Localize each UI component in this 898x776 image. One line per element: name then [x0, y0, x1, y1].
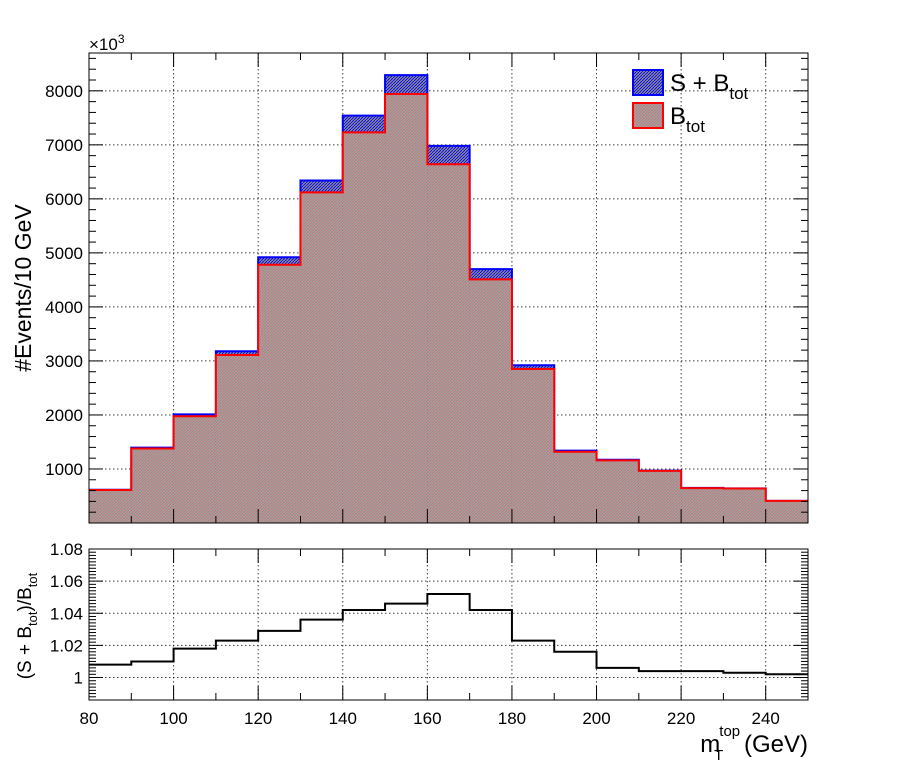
b-bar [638, 470, 682, 523]
y-multiplier: ×103 [89, 32, 125, 54]
x-tick-label: 100 [159, 709, 187, 728]
top-axis-ticks [88, 53, 809, 523]
bottom-y-tick-label: 1.06 [50, 572, 83, 591]
x-tick-label: 80 [80, 709, 99, 728]
top-panel: 1000 2000 3000 4000 5000 6000 7000 8000 ×103 #E… [10, 32, 809, 524]
b-bar [215, 354, 259, 523]
x-tick-label: 140 [329, 709, 357, 728]
top-y-tick-labels: 1000 2000 3000 4000 5000 6000 7000 8000 [45, 82, 83, 479]
x-tick-label: 240 [752, 709, 780, 728]
b-bar [385, 94, 428, 524]
b-bar [300, 192, 343, 523]
top-y-tick-label: 7000 [45, 136, 83, 155]
b-bar [427, 164, 470, 523]
bottom-y-tick-label: 1.02 [50, 636, 83, 655]
top-plot-frame [88, 52, 809, 524]
legend-label-b: Btot [670, 103, 705, 136]
bottom-y-tick-label: 1.08 [50, 540, 83, 559]
b-bar [469, 279, 512, 523]
legend-swatch-b [632, 102, 664, 129]
bottom-plot-frame [88, 548, 809, 701]
b-outline [89, 93, 808, 502]
bottom-panel: 1 1.02 1.04 1.06 1.08 80 100 120 140 160 180 200 22… [15, 540, 809, 764]
top-y-tick-label: 8000 [45, 82, 83, 101]
legend-label-sb: S + Btot [670, 70, 749, 103]
b-bar [511, 369, 555, 523]
x-tick-labels: 80 100 120 140 160 180 200 220 240 [80, 709, 780, 728]
b-bar [173, 416, 216, 523]
top-y-tick-label: 1000 [45, 460, 83, 479]
top-y-tick-label: 4000 [45, 298, 83, 317]
top-y-tick-label: 3000 [45, 352, 83, 371]
b-bar [681, 488, 724, 523]
top-y-tick-label: 6000 [45, 190, 83, 209]
legend-swatch-sb [632, 69, 664, 96]
bottom-y-axis-title: (S + Btot)/Btot [15, 572, 40, 679]
x-tick-label: 220 [667, 709, 695, 728]
b-bar [596, 460, 639, 523]
ratio-histogram-line [89, 592, 808, 676]
legend: S + Btot Btot [632, 69, 749, 136]
x-tick-label: 180 [498, 709, 526, 728]
b-bar [258, 264, 301, 523]
b-bar [723, 488, 766, 523]
top-y-tick-label: 2000 [45, 406, 83, 425]
bottom-y-tick-labels: 1 1.02 1.04 1.06 1.08 [50, 540, 83, 688]
bottom-axis-ticks [88, 548, 809, 700]
x-tick-label: 120 [244, 709, 272, 728]
top-y-axis-title: #Events/10 GeV [10, 204, 36, 372]
x-tick-label: 200 [582, 709, 610, 728]
background-histogram [89, 93, 808, 524]
bottom-y-tick-label: 1.04 [50, 604, 83, 623]
top-y-tick-label: 5000 [45, 244, 83, 263]
b-bar [131, 448, 174, 523]
b-bar [89, 490, 132, 523]
bottom-gridlines [88, 548, 808, 700]
x-tick-label: 160 [413, 709, 441, 728]
b-bar [765, 500, 808, 523]
x-axis-title: mtop T (GeV) [700, 723, 808, 764]
b-bar [342, 132, 386, 523]
b-bar [554, 451, 597, 523]
bottom-y-tick-label: 1 [74, 669, 83, 688]
